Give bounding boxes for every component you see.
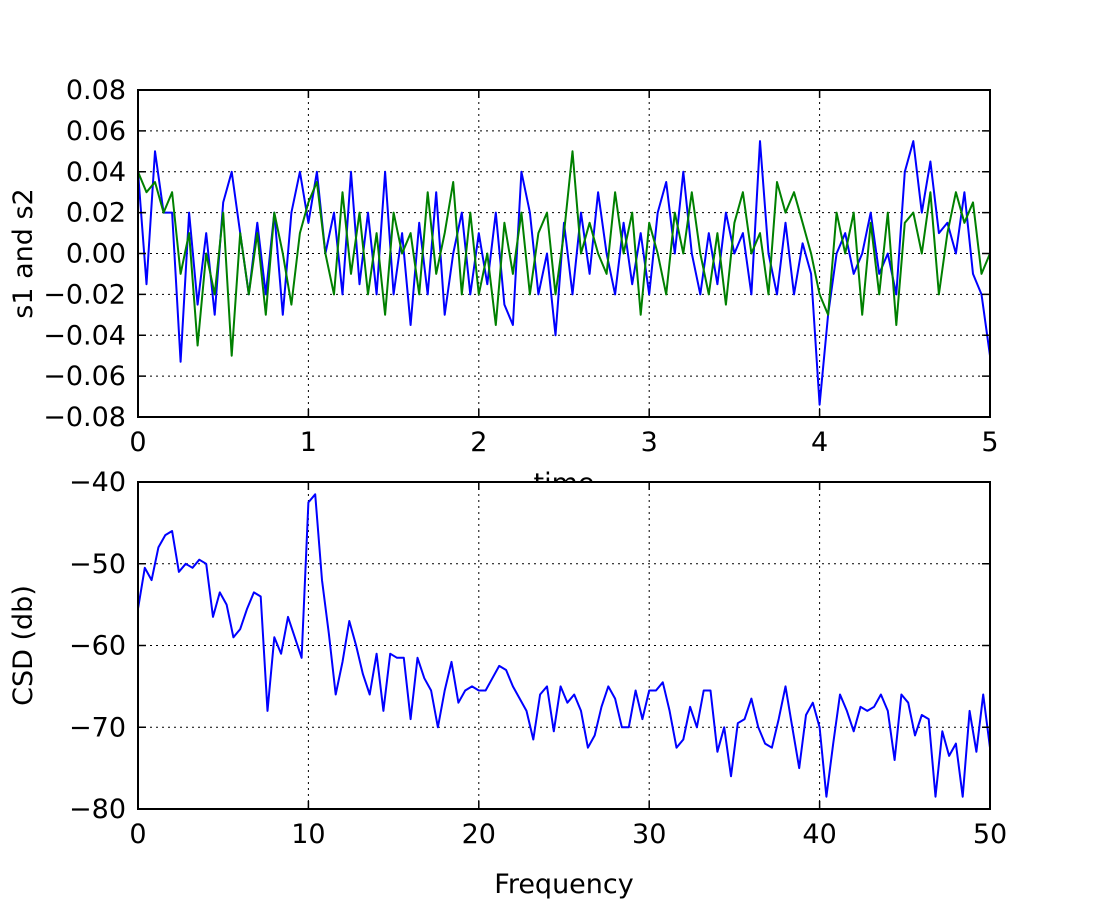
bottom-xtick-label: 30 [632, 819, 666, 850]
bottom-ytick-label: −50 [69, 549, 126, 580]
bottom-ylabel: CSD (db) [8, 585, 39, 706]
bottom-xlabel: Frequency [494, 869, 634, 900]
top-xtick-label: 0 [129, 427, 146, 458]
top-xtick-label: 5 [981, 427, 998, 458]
bottom-xtick-label: 50 [973, 819, 1007, 850]
top-xtick-label: 2 [470, 427, 487, 458]
time-series-axes: 0 1 2 3 4 5 −0.08 −0.06 −0.04 −0.02 0.00 0.02 0.04 0.… [8, 75, 999, 458]
top-ytick-label: 0.04 [66, 157, 126, 188]
top-xtick-label: 4 [811, 427, 828, 458]
bottom-ytick-label: −60 [69, 631, 126, 662]
bottom-ytick-label: −40 [69, 467, 126, 498]
bottom-series-line-1 [138, 493, 990, 798]
top-ytick-label: −0.02 [43, 279, 126, 310]
bottom-ytick-label: −80 [69, 794, 126, 825]
top-ytick-label: 0.02 [66, 198, 126, 229]
bottom-xtick-label: 0 [129, 819, 146, 850]
bottom-xtick-label: 40 [802, 819, 836, 850]
bottom-xtick-label: 10 [291, 819, 325, 850]
csd-axes: 0 10 20 30 40 50 −80 −70 −60 −50 −40 CSD (db) Freque… [8, 467, 1007, 900]
bottom-ytick-label: −70 [69, 712, 126, 743]
top-ytick-label: −0.06 [43, 361, 126, 392]
top-ytick-label: 0.06 [66, 116, 126, 147]
bottom-xtick-label: 20 [462, 819, 496, 850]
top-xtick-label: 1 [300, 427, 317, 458]
top-ytick-label: 0.00 [66, 239, 126, 270]
top-series-line-2 [138, 150, 990, 357]
top-ytick-label: −0.08 [43, 402, 126, 433]
top-xtick-label: 3 [641, 427, 658, 458]
top-series-line-1 [138, 140, 990, 406]
top-ytick-label: 0.08 [66, 75, 126, 106]
top-ylabel: s1 and s2 [8, 188, 39, 318]
top-ytick-label: −0.04 [43, 320, 126, 351]
